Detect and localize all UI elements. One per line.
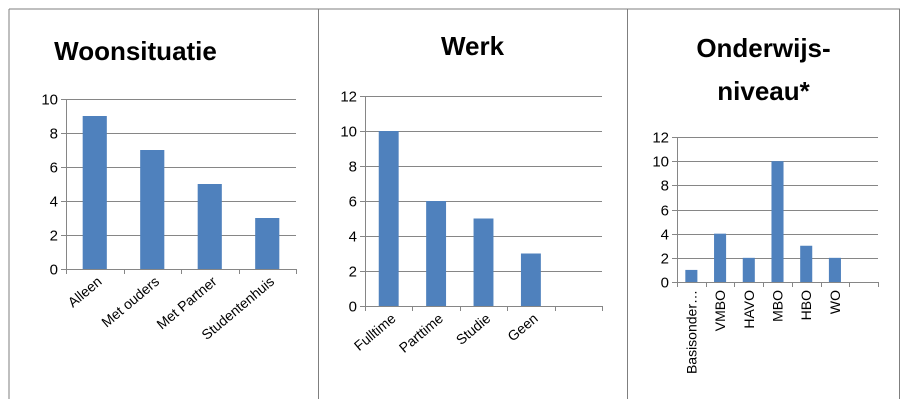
- chart-1-y-tick-label: 8: [50, 126, 58, 143]
- chart-3-category-label: HAVO: [741, 290, 757, 329]
- chart-3-y-tick-label: 2: [661, 251, 669, 268]
- chart-3-title-line-2: niveau*: [717, 76, 810, 106]
- chart-2-bar: [378, 131, 399, 306]
- chart-1-category-label: Alleen: [65, 273, 105, 310]
- chart-2-category-label: Geen: [504, 310, 541, 344]
- chart-3-y-tick-label: 6: [661, 203, 669, 220]
- chart-3-y-tick-label: 8: [661, 178, 669, 195]
- chart-1-y-tick-label: 2: [50, 228, 58, 245]
- chart-1-category-label: Met ouders: [98, 273, 162, 330]
- chart-2-category-label: Parttime: [396, 310, 446, 356]
- chart-2-y-tick-label: 0: [349, 299, 357, 316]
- chart-2-y-tick-label: 10: [340, 124, 357, 141]
- chart-3-category-label: MBO: [770, 290, 786, 322]
- chart-3-y-tick-label: 4: [661, 227, 669, 244]
- chart-1-y-tick-label: 6: [50, 160, 58, 177]
- chart-1-title-line-1: Woonsituatie: [54, 36, 217, 66]
- chart-2-y-tick-label: 8: [349, 159, 357, 176]
- chart-3-y-tick-label: 0: [661, 275, 669, 292]
- chart-3-bar: [742, 257, 755, 282]
- chart-3-category-label: HBO: [798, 290, 814, 320]
- chart-3-bar: [714, 233, 727, 282]
- chart-2-y-tick-label: 2: [349, 264, 357, 281]
- chart-1-y-tick-label: 4: [50, 194, 58, 211]
- chart-3-bar: [828, 257, 841, 282]
- chart-3-y-tick-label: 10: [652, 154, 669, 171]
- chart-2-bar: [426, 201, 447, 306]
- chart-2-y-tick-label: 6: [349, 194, 357, 211]
- chart-2-y-tick-label: 12: [340, 89, 357, 106]
- chart-3-title-line-1: Onderwijs-: [696, 33, 830, 63]
- chart-2-category-label: Studie: [453, 310, 494, 348]
- chart-3-y-tick-label: 12: [652, 130, 669, 147]
- chart-3-category-label: Basisonder…: [683, 290, 699, 374]
- chart-2-category-label: Fulltime: [351, 310, 399, 354]
- chart-1-y-tick-label: 0: [50, 262, 58, 279]
- chart-3-bar: [800, 245, 813, 282]
- chart-3-category-label: WO: [827, 290, 843, 314]
- chart-1-bar: [140, 150, 165, 269]
- chart-2-title-line-1: Werk: [441, 31, 505, 61]
- chart-1-bar: [255, 218, 280, 269]
- chart-2-bar: [473, 218, 494, 306]
- chart-2-bar: [520, 253, 541, 306]
- chart-3-bar: [771, 161, 784, 282]
- chart-1-bar: [82, 116, 107, 269]
- chart-1-bar: [197, 184, 222, 269]
- chart-3-category-label: VMBO: [712, 290, 728, 331]
- chart-1-y-tick-label: 10: [41, 92, 58, 109]
- chart-2-y-tick-label: 4: [349, 229, 357, 246]
- chart-3-bar: [685, 269, 698, 282]
